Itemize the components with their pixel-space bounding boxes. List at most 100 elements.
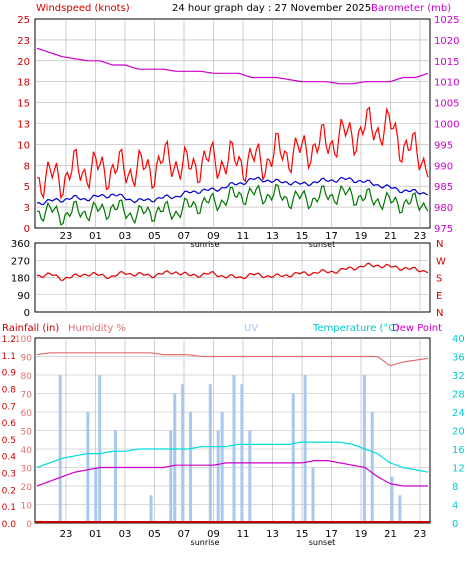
- uv-bar: [169, 430, 173, 523]
- rain-y-tick-label: 1.1: [2, 352, 16, 362]
- uv-bar: [98, 375, 102, 523]
- panel-3-x-tick-label: 11: [237, 529, 250, 540]
- barometer-y-tick-label: 1025: [434, 15, 459, 26]
- temperature-y-tick-label: 40: [452, 334, 465, 345]
- uv-axis-title: UV: [244, 323, 258, 334]
- dew-point-axis-title: Dew Point: [392, 323, 442, 334]
- uv-bar: [58, 375, 62, 523]
- panel-3-x-tick-label: 07: [178, 529, 191, 540]
- direction-y-tick-label: 360: [11, 239, 30, 250]
- uv-bar: [181, 384, 185, 523]
- compass-tick-label: E: [436, 291, 442, 302]
- uv-bar: [149, 495, 153, 523]
- rain-y-tick-label: 0.6: [2, 419, 17, 429]
- panel-1-x-tick-label: 23: [414, 231, 427, 242]
- barometer-y-tick-label: 980: [434, 203, 453, 214]
- temperature-y-tick-label: 28: [452, 390, 465, 401]
- panel-1-x-tick-label: 17: [325, 231, 338, 242]
- wind-direction-line: [36, 262, 429, 281]
- humidity-y-tick-label: 20: [21, 483, 33, 493]
- humidity-y-tick-label: 0: [26, 520, 32, 530]
- sunrise-label: sunrise: [191, 538, 220, 547]
- barometer-y-tick-label: 1005: [434, 99, 459, 110]
- uv-bar: [232, 375, 236, 523]
- wind-y-tick-label: 20: [17, 57, 30, 68]
- uv-bar: [220, 412, 224, 523]
- barometer-y-tick-label: 985: [434, 182, 453, 193]
- barometer-axis-title: Barometer (mb): [371, 3, 451, 14]
- dew-point-line: [36, 460, 428, 487]
- panel-1-x-tick-label: 15: [296, 231, 309, 242]
- compass-tick-label: N: [436, 239, 443, 250]
- humidity-line: [36, 352, 429, 367]
- wind-y-tick-label: 8: [24, 161, 30, 172]
- humidity-y-tick-label: 60: [21, 409, 33, 419]
- temperature-y-tick-label: 32: [452, 371, 465, 382]
- humidity-y-tick-label: 90: [21, 354, 33, 364]
- wind-low-line: [37, 183, 429, 226]
- uv-bar: [94, 467, 98, 523]
- temperature-y-tick-label: 12: [452, 464, 465, 475]
- rain-y-tick-label: 0.1: [2, 503, 16, 513]
- panel-1-x-tick-label: 11: [237, 231, 250, 242]
- temperature-y-tick-label: 20: [452, 427, 465, 438]
- compass-tick-label: N: [436, 308, 443, 319]
- panel-3-x-tick-label: 23: [414, 529, 427, 540]
- panel-3-x-tick-label: 05: [148, 529, 161, 540]
- wind-y-tick-label: 15: [17, 99, 30, 110]
- humidity-y-tick-label: 50: [21, 428, 33, 438]
- panel-3-x-tick-label: 09: [207, 529, 220, 540]
- direction-y-tick-label: 270: [11, 256, 30, 267]
- barometer-y-tick-label: 1010: [434, 78, 459, 89]
- wind-y-tick-label: 23: [17, 36, 30, 47]
- wind-y-tick-label: 25: [17, 15, 30, 26]
- barometer-y-tick-label: 1020: [434, 36, 459, 47]
- direction-y-tick-label: 90: [17, 291, 30, 302]
- humidity-axis-title: Humidity %: [68, 323, 126, 334]
- sunset-label: sunset: [309, 240, 336, 249]
- wind-y-tick-label: 0: [24, 224, 30, 235]
- uv-bar: [173, 393, 177, 523]
- humidity-y-tick-label: 10: [21, 502, 33, 512]
- humidity-y-tick-label: 80: [21, 372, 33, 382]
- panel-3-x-tick-label: 13: [266, 529, 279, 540]
- windspeed-axis-title: Windspeed (knots): [36, 3, 130, 14]
- uv-bar: [240, 384, 244, 523]
- rain-y-tick-label: 0.7: [2, 402, 16, 412]
- panel-1-x-tick-label: 01: [89, 231, 102, 242]
- temperature-y-tick-label: 8: [452, 482, 458, 493]
- uv-bar: [114, 430, 117, 523]
- panel-3-x-tick-label: 03: [119, 529, 132, 540]
- temperature-y-tick-label: 0: [452, 519, 458, 530]
- sunrise-label: sunrise: [191, 240, 220, 249]
- uv-bar: [303, 375, 307, 523]
- rain-y-tick-label: 0.2: [2, 486, 16, 496]
- barometer-y-tick-label: 990: [434, 161, 453, 172]
- panel-3-x-tick-label: 19: [355, 529, 368, 540]
- wind-y-tick-label: 10: [17, 140, 30, 151]
- barometer-y-tick-label: 995: [434, 140, 453, 151]
- humidity-y-tick-label: 70: [21, 391, 33, 401]
- uv-bar: [398, 495, 402, 523]
- uv-bar: [248, 430, 252, 523]
- barometer-y-tick-label: 1015: [434, 57, 459, 68]
- panel-1-x-tick-label: 07: [178, 231, 191, 242]
- uv-bar: [189, 412, 193, 523]
- humidity-y-tick-label: 100: [15, 335, 32, 345]
- panel-1-x-tick-label: 19: [355, 231, 368, 242]
- wind-average-line: [36, 176, 429, 206]
- panel-3-x-tick-label: 21: [384, 529, 397, 540]
- temperature-line: [36, 441, 429, 473]
- uv-bar: [370, 412, 374, 523]
- rain-y-tick-label: 0.5: [2, 436, 16, 446]
- wind-y-tick-label: 3: [24, 203, 30, 214]
- wind-y-tick-label: 18: [17, 78, 30, 89]
- graph-title: 24 hour graph day : 27 November 2025: [172, 3, 371, 14]
- wind-gust-line: [37, 106, 429, 200]
- uv-bar: [311, 467, 315, 523]
- panel-1-x-tick-label: 23: [60, 231, 73, 242]
- rainfall-axis-title: Rainfall (in): [2, 323, 59, 334]
- barometer-y-tick-label: 1000: [434, 120, 459, 131]
